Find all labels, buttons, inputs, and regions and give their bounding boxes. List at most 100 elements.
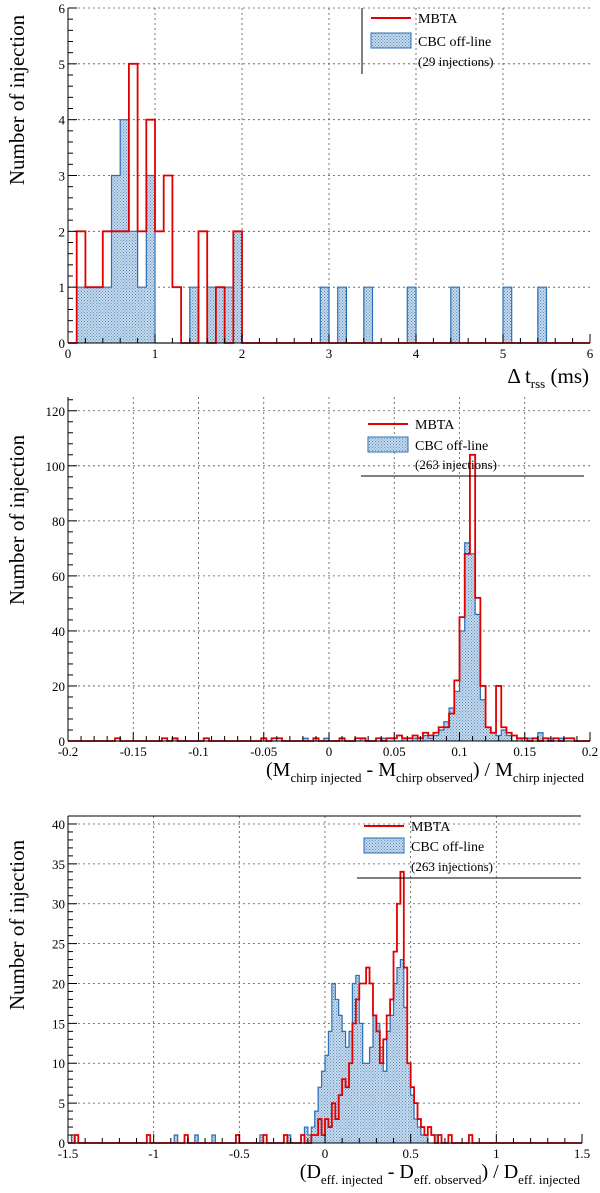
cbc-bar [335,999,339,1143]
cbc-bar [449,707,455,741]
panel-2-y-axis-title: Number of injection [5,434,29,605]
cbc-bar [475,614,481,741]
cbc-bar [393,983,397,1143]
x-tick-label: 0 [322,1146,329,1161]
x-tick-label: 0 [65,346,72,361]
cbc-bar [345,1047,349,1143]
cbc-bar [224,287,234,343]
cbc-bar [438,729,444,741]
cbc-bar [386,1031,391,1143]
cbc-bar [76,287,86,343]
panel-delta-t-rss: 0 1 2 3 4 5 6 0 1 2 3 4 5 6 Number of injection Δ trs… [5,1,594,391]
cbc-bar [434,1135,439,1143]
cbc-bar [189,287,199,343]
cbc-bar [390,1015,394,1143]
cbc-bar [527,738,533,741]
cbc-bar [379,1047,384,1143]
panel-1-x-axis-title: Δ trss (ms) [507,364,589,391]
x-tick-label: 5 [500,346,507,361]
x-tick-label: 0 [326,744,333,759]
x-tick-label: 4 [413,346,420,361]
cbc-bar [443,721,450,741]
cbc-bar [537,287,547,343]
cbc-bar [337,287,347,343]
y-tick-label: 2 [59,224,66,239]
cbc-bar [414,1119,418,1143]
cbc-bar [302,738,309,741]
y-tick-label: 120 [46,404,66,419]
y-tick-label: 6 [59,1,66,16]
cbc-bar [501,729,507,741]
x-tick-label: 1.5 [574,1146,590,1161]
legend-3-cbc-swatch [363,837,405,854]
panel-2-x-title-a: (M [266,759,291,781]
cbc-bar [304,1127,308,1143]
cbc-bar [233,231,242,343]
cbc-bar [111,175,121,343]
panel-chirp-mass: -0.2 -0.15 -0.1 -0.05 0 0.05 0.1 0.15 0.2 0 20 40 60… [5,397,598,785]
cbc-bar [352,983,356,1143]
panel-2-x-title-e: ) / M [473,759,513,781]
cbc-bar [128,231,138,343]
cbc-bar [321,1071,325,1143]
legend-3-mbta-label: MBTA [411,820,451,835]
cbc-bar [459,630,465,741]
cbc-bar [480,699,486,741]
cbc-bar [320,287,329,343]
cbc-bar [383,1071,387,1143]
x-tick-label: -0.15 [120,744,147,759]
x-tick-label: 0.5 [403,1146,419,1161]
legend-3-note: (263 injections) [411,859,493,874]
panel-3-x-title-d: eff. observed [414,1172,482,1187]
x-tick-label: 0.05 [383,744,406,759]
cbc-bar [172,738,178,741]
x-tick-label: 0.1 [451,744,467,759]
panel-3-tick-labels: -1.5 -1 -0.5 0 0.5 1 1.5 0 5 10 15 20 25 30 35 40 [52,817,590,1161]
cbc-bar [454,691,460,741]
cbc-bar [71,1135,75,1143]
legend-3-cbc-label: CBC off-line [411,840,484,855]
cbc-bar [400,959,404,1143]
panel-3-x-title-f: eff. injected [518,1172,580,1187]
panel-2-axes [67,397,591,742]
y-tick-label: 0 [59,336,66,351]
legend-1-mbta-label: MBTA [418,12,458,27]
cbc-bar [318,1087,322,1143]
x-tick-label: 0.15 [513,744,536,759]
cbc-bar [410,1095,415,1143]
y-tick-label: 20 [52,679,65,694]
y-tick-label: 15 [52,1016,65,1031]
cbc-bar [323,738,329,741]
cbc-bar [259,1135,264,1143]
cbc-bar [146,175,155,343]
cbc-bar [558,738,564,741]
legend-1-cbc-label: CBC off-line [418,35,491,50]
cbc-bar [407,1063,411,1143]
cbc-bar [328,1031,332,1143]
y-tick-label: 40 [52,624,65,639]
y-tick-label: 100 [46,459,66,474]
x-tick-label: 2 [239,346,246,361]
cbc-bar [485,727,491,741]
cbc-bar [362,1063,367,1143]
cbc-bar [503,287,512,343]
panel-2-x-title-d: chirp observed [396,770,473,785]
panel-2-x-title-c: - M [362,759,397,781]
y-tick-label: 10 [52,1056,65,1071]
cbc-bar [102,287,112,343]
cbc-bar [331,983,336,1143]
legend-1-cbc-swatch [370,32,412,49]
panel-3-x-title-c: - D [383,1161,414,1183]
cbc-bar [359,1023,363,1143]
cbc-bar [403,1007,408,1143]
panel-3-legend: MBTA CBC off-line (263 injections) [68,815,581,879]
x-tick-label: 1 [493,1146,500,1161]
panel-1-x-title-unit: (ms) [545,364,589,388]
panel-3-x-axis-title: (Deff. injected - Deff. observed) / Deff… [300,1161,581,1187]
x-tick-label: -1.5 [58,1146,79,1161]
y-tick-label: 35 [52,857,65,872]
panel-1-tick-labels: 0 1 2 3 4 5 6 0 1 2 3 4 5 6 [59,1,594,361]
cbc-bar [428,738,434,741]
legend-2-note: (263 injections) [415,457,497,472]
